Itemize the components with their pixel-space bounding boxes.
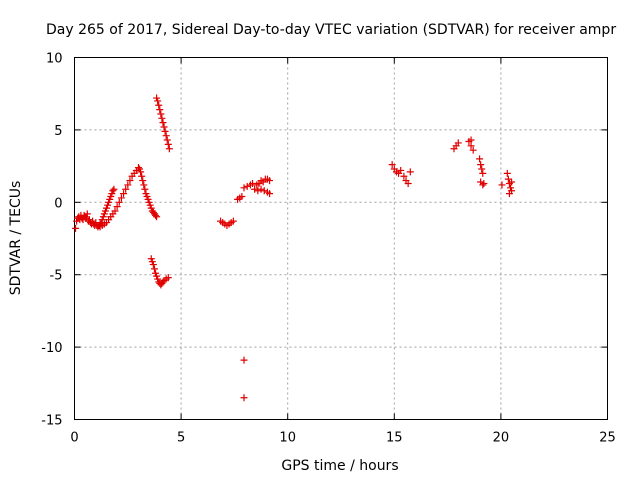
data-point <box>153 213 161 221</box>
grid-lines <box>74 57 608 420</box>
data-point <box>126 177 134 185</box>
data-point <box>160 123 168 131</box>
data-point <box>157 110 165 118</box>
x-tick-label: 25 <box>599 431 616 446</box>
tick-labels: 0 5 10 15 20 25 -15 -10 -5 0 5 10 <box>41 52 616 446</box>
data-point <box>164 140 172 148</box>
data-point <box>154 97 162 105</box>
plot-frame <box>74 57 608 420</box>
data-point <box>124 181 132 189</box>
data-point <box>113 203 121 211</box>
data-point <box>117 194 125 202</box>
data-point <box>140 181 148 189</box>
data-point <box>122 185 130 193</box>
data-point <box>249 179 257 187</box>
data-point <box>137 168 145 176</box>
data-point <box>138 172 146 180</box>
data-point <box>503 169 511 177</box>
data-point <box>111 207 119 215</box>
data-point <box>120 190 128 198</box>
x-axis-label: GPS time / hours <box>281 458 398 474</box>
data-point <box>479 169 487 177</box>
data-point <box>479 181 487 189</box>
data-point <box>243 182 251 190</box>
data-point <box>164 274 172 282</box>
data-point <box>158 114 166 122</box>
y-tick-label: -10 <box>41 341 62 356</box>
data-point <box>149 261 157 269</box>
data-point <box>229 217 237 225</box>
data-point <box>397 166 405 174</box>
x-tick-label: 5 <box>177 431 185 446</box>
data-point <box>156 106 164 114</box>
data-point <box>404 179 412 187</box>
data-point <box>266 190 274 198</box>
data-point <box>134 164 142 172</box>
y-tick-label: -15 <box>41 414 62 429</box>
data-point <box>72 224 80 232</box>
y-axis-label: SDTVAR / TECUs <box>8 181 24 296</box>
data-point <box>159 119 167 127</box>
data-point <box>165 145 173 153</box>
data-point <box>240 394 248 402</box>
data-point <box>476 155 484 163</box>
data-point <box>406 168 414 176</box>
data-point <box>150 265 158 273</box>
data-point <box>161 127 169 135</box>
data-point <box>155 101 163 109</box>
data-point <box>266 177 274 185</box>
data-point <box>477 161 485 169</box>
x-tick-label: 0 <box>70 431 78 446</box>
data-point <box>400 172 408 180</box>
data-point <box>469 146 477 154</box>
data-point <box>162 132 170 140</box>
data-point <box>238 193 246 201</box>
data-point <box>83 210 91 218</box>
y-tick-label: -5 <box>50 269 63 284</box>
data-point <box>240 184 248 192</box>
data-point <box>454 139 462 147</box>
data-point <box>508 178 516 186</box>
data-point <box>260 187 268 195</box>
data-point <box>139 177 147 185</box>
chart-title: Day 265 of 2017, Sidereal Day-to-day VTE… <box>46 22 616 38</box>
y-tick-label: 0 <box>54 196 62 211</box>
data-point <box>251 185 259 193</box>
x-tick-label: 10 <box>279 431 296 446</box>
x-tick-label: 15 <box>386 431 403 446</box>
data-point <box>163 136 171 144</box>
data-point <box>505 190 513 198</box>
x-tick-label: 20 <box>493 431 510 446</box>
data-point <box>467 136 475 144</box>
axis-ticks <box>74 57 608 420</box>
data-point <box>141 185 149 193</box>
data-point <box>388 161 396 169</box>
data-point <box>110 185 118 193</box>
data-point <box>498 181 506 189</box>
y-tick-label: 10 <box>46 52 63 67</box>
data-point <box>480 179 488 187</box>
data-point <box>109 187 117 195</box>
data-point <box>240 356 248 364</box>
data-point <box>152 211 160 219</box>
y-tick-label: 5 <box>54 124 62 139</box>
data-point <box>115 198 123 206</box>
data-point <box>257 185 265 193</box>
data-point <box>254 187 262 195</box>
data-points <box>72 94 516 402</box>
data-point <box>478 165 486 173</box>
